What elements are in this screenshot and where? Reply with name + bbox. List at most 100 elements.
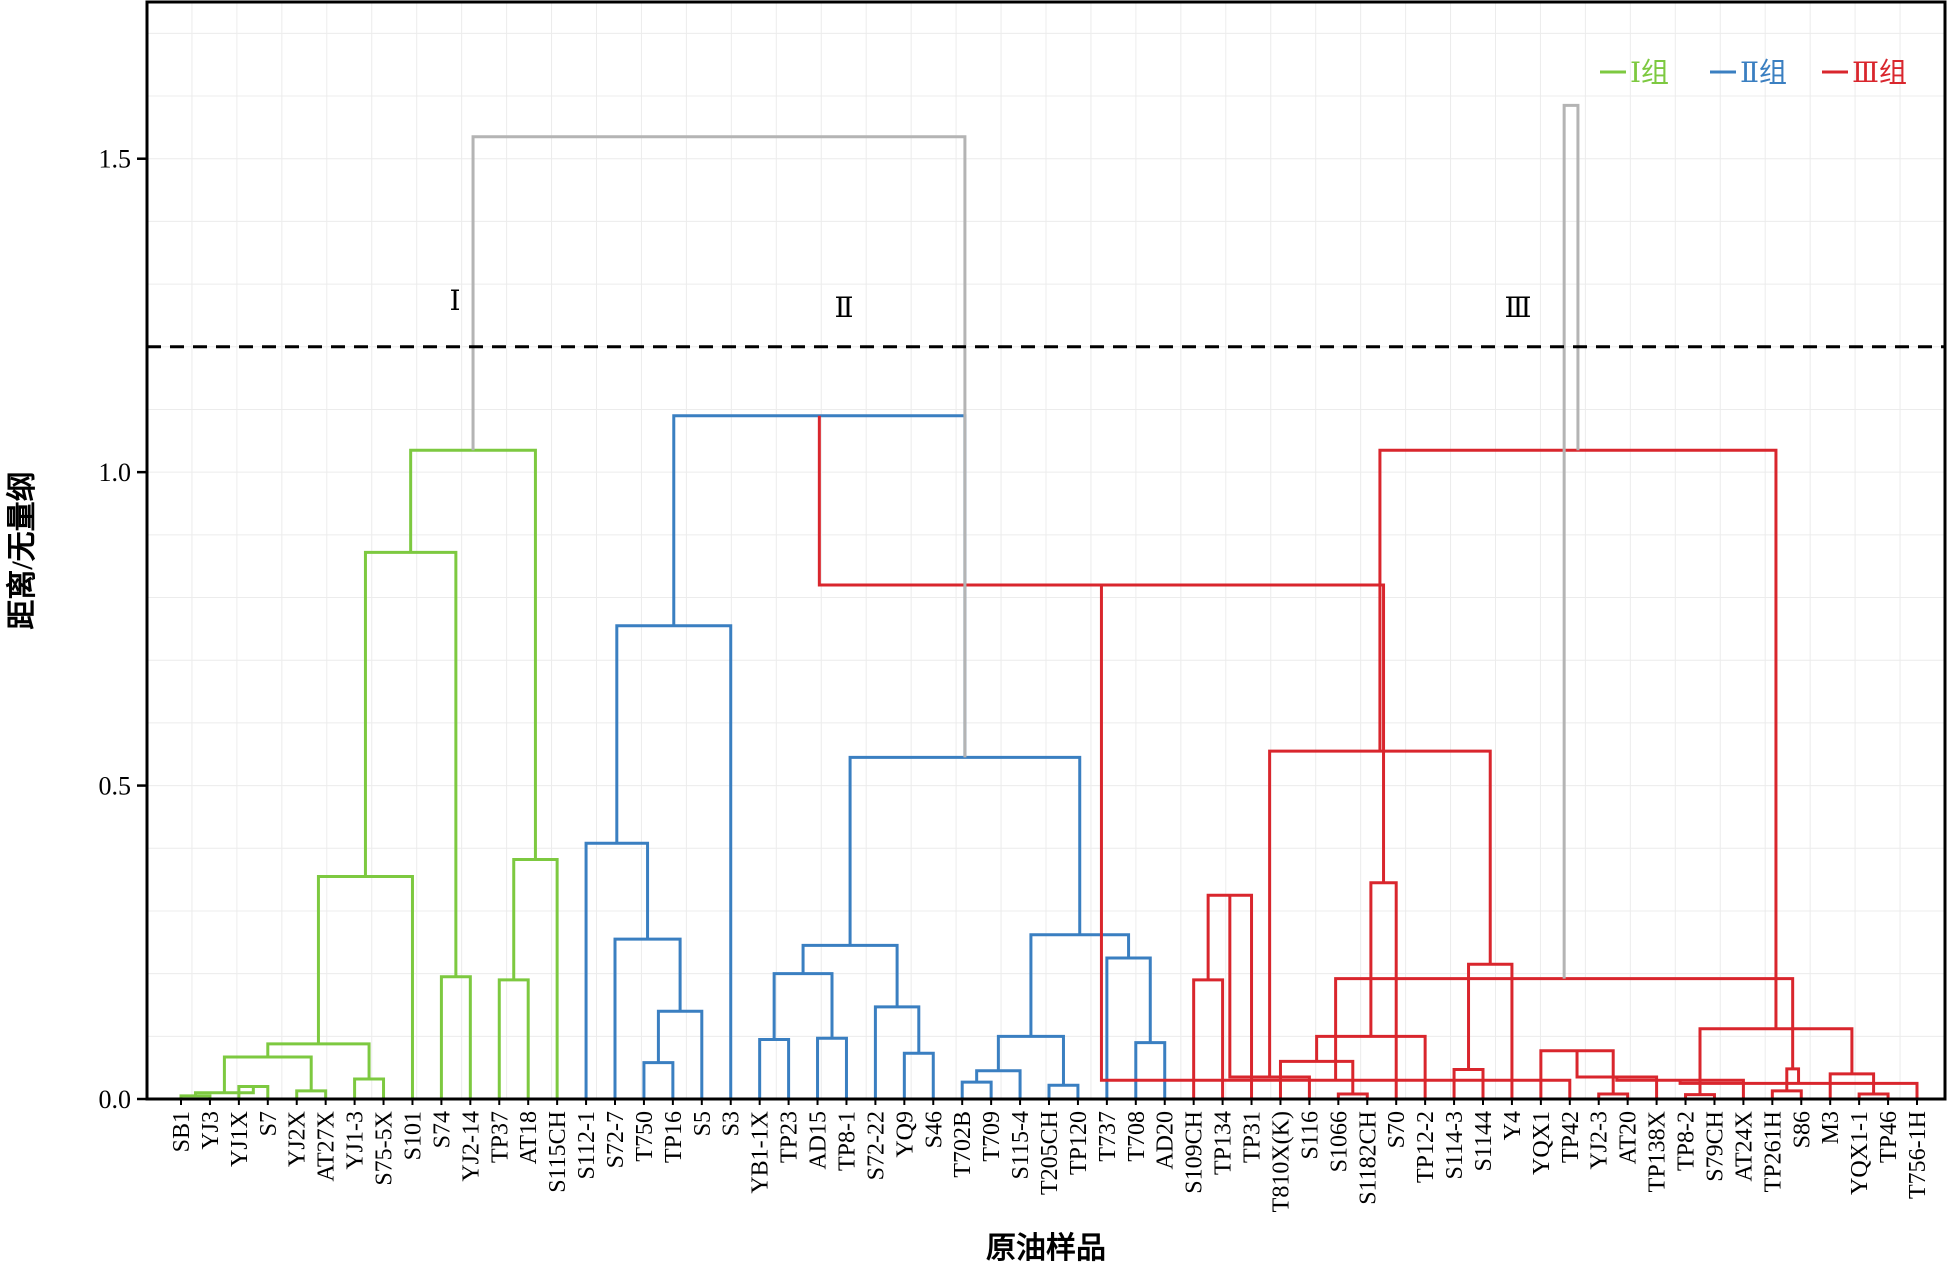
leaf-label: AT18 — [516, 1111, 542, 1164]
dendrogram-link — [1134, 1041, 1167, 1099]
dendrogram-link — [471, 135, 967, 758]
leaf-label: AD20 — [1153, 1111, 1179, 1170]
leaf-label: AD15 — [806, 1111, 832, 1170]
leaf-label: S7 — [256, 1111, 282, 1136]
y-axis-title: 距离/无量纲 — [5, 471, 39, 629]
leaf-label: M3 — [1818, 1111, 1844, 1144]
dendrogram-link — [1615, 1077, 1745, 1099]
dendrogram-links — [179, 103, 1919, 1099]
leaf-label: YQX1-1 — [1847, 1111, 1873, 1195]
leaf-label: S116 — [1297, 1111, 1323, 1159]
leaf-label: S1182CH — [1355, 1111, 1381, 1205]
dendrogram-link — [642, 1061, 675, 1099]
legend-entry: Ⅲ组 — [1852, 57, 1907, 89]
leaf-label: YJ2X — [285, 1111, 311, 1167]
dendrogram-link — [772, 972, 834, 1040]
y-tick-label: 0.0 — [99, 1085, 132, 1114]
leaf-label: TP37 — [487, 1111, 513, 1163]
dendrogram-link — [1785, 1067, 1801, 1091]
leaf-label: TP261H — [1760, 1111, 1786, 1192]
y-tick-label: 1.5 — [99, 145, 132, 174]
leaf-label: Y4 — [1500, 1111, 1526, 1140]
leaf-label: S72-7 — [603, 1111, 629, 1168]
legend: Ⅰ组 Ⅱ组 Ⅲ组 — [1600, 57, 1907, 89]
leaf-label: TP46 — [1876, 1111, 1902, 1163]
dendrogram-link — [1206, 893, 1254, 1099]
dendrogram-link — [848, 755, 1082, 946]
dendrogram-link — [1452, 1068, 1485, 1099]
leaf-label: TP120 — [1066, 1111, 1092, 1175]
leaf-label: S3 — [719, 1111, 745, 1136]
leaf-label: T737 — [1095, 1111, 1121, 1162]
leaf-label: S112-1 — [574, 1111, 600, 1179]
leaf-label: T756-1H — [1905, 1111, 1931, 1199]
dendrogram-link — [1467, 962, 1514, 1099]
dendrogram-link — [409, 448, 537, 860]
leaf-label: YQ9 — [892, 1111, 918, 1158]
leaf-label: YJ1-3 — [343, 1111, 369, 1170]
leaf-label: S75-5X — [372, 1111, 398, 1186]
leaf-label: S5 — [690, 1111, 716, 1136]
dendrogram-link — [902, 1051, 935, 1099]
leaf-label: T709 — [979, 1111, 1005, 1162]
dendrogram-link — [1575, 1050, 1659, 1099]
leaf-label: T750 — [632, 1111, 658, 1162]
x-axis-title: 原油样品 — [986, 1232, 1106, 1263]
leaf-label: YB1-1X — [748, 1111, 774, 1194]
dendrogram-link — [1105, 956, 1152, 1099]
leaf-label: T708 — [1124, 1111, 1150, 1162]
dendrogram-link — [1336, 1092, 1369, 1099]
leaf-label: S115CH — [545, 1111, 571, 1193]
leaf-label: S101 — [400, 1111, 426, 1160]
dendrogram-link — [512, 858, 559, 1099]
leaf-label: S115-4 — [1008, 1111, 1034, 1179]
leaf-label: TP138X — [1645, 1111, 1671, 1192]
x-axis-leaf-labels: SB1 YJ3 YJ1X S7 YJ2X AT27X YJ1-3 S75-5X S101 S74 Y… — [169, 1099, 1931, 1212]
leaf-label: TP12-2 — [1413, 1111, 1439, 1183]
dendrogram-link — [1315, 1034, 1427, 1099]
leaf-label: TP42 — [1558, 1111, 1584, 1163]
dendrogram-link — [1047, 1083, 1080, 1099]
dendrogram-link — [1678, 1080, 1919, 1099]
leaf-label: S114-3 — [1442, 1111, 1468, 1179]
leaf-label: S70 — [1384, 1111, 1410, 1148]
plot-frame — [145, 0, 1947, 1101]
cluster-label-1: Ⅰ — [449, 286, 460, 317]
dendrogram-link — [439, 975, 472, 1099]
leaf-label: S1066 — [1326, 1111, 1352, 1172]
dendrogram-link — [1378, 448, 1778, 1029]
dendrogram-link — [996, 1034, 1065, 1086]
leaf-label: TP134 — [1211, 1111, 1237, 1175]
leaf-label: T702B — [950, 1111, 976, 1178]
cluster-label-3: Ⅲ — [1504, 293, 1531, 324]
leaf-label: T810X(K) — [1268, 1111, 1294, 1212]
dendrogram-link — [656, 1009, 704, 1099]
cluster-labels: Ⅰ Ⅱ Ⅲ — [449, 286, 1531, 324]
legend-entry: Ⅱ组 — [1740, 57, 1787, 89]
dendrogram-link — [801, 943, 899, 1007]
dendrogram-link — [353, 1077, 386, 1099]
leaf-label: YJ1X — [227, 1111, 253, 1167]
dendrogram-link — [316, 874, 414, 1099]
leaf-label: YJ2-14 — [458, 1111, 484, 1182]
dendrogram-link — [1369, 881, 1398, 1099]
leaf-label: YJ3 — [198, 1111, 224, 1150]
leaf-label: TP23 — [777, 1111, 803, 1163]
dendrogram-link — [1597, 1092, 1630, 1099]
dendrogram-link — [1562, 103, 1580, 979]
leaf-label: S109CH — [1182, 1111, 1208, 1194]
leaf-label: YJ2-3 — [1587, 1111, 1613, 1170]
dendrogram-link — [584, 841, 650, 1099]
leaf-label: S79CH — [1702, 1111, 1728, 1182]
dendrogram-link — [1857, 1092, 1890, 1099]
leaf-label: TP31 — [1240, 1111, 1266, 1163]
dendrogram-link — [816, 1036, 848, 1099]
leaf-label: AT24X — [1731, 1111, 1757, 1182]
leaf-label: SB1 — [169, 1111, 195, 1152]
leaf-label: S1144 — [1471, 1111, 1497, 1171]
dendrogram-link — [1268, 749, 1492, 1078]
leaf-label: T205CH — [1037, 1111, 1063, 1195]
leaf-label: TP16 — [661, 1111, 687, 1163]
cluster-label-2: Ⅱ — [834, 293, 853, 324]
